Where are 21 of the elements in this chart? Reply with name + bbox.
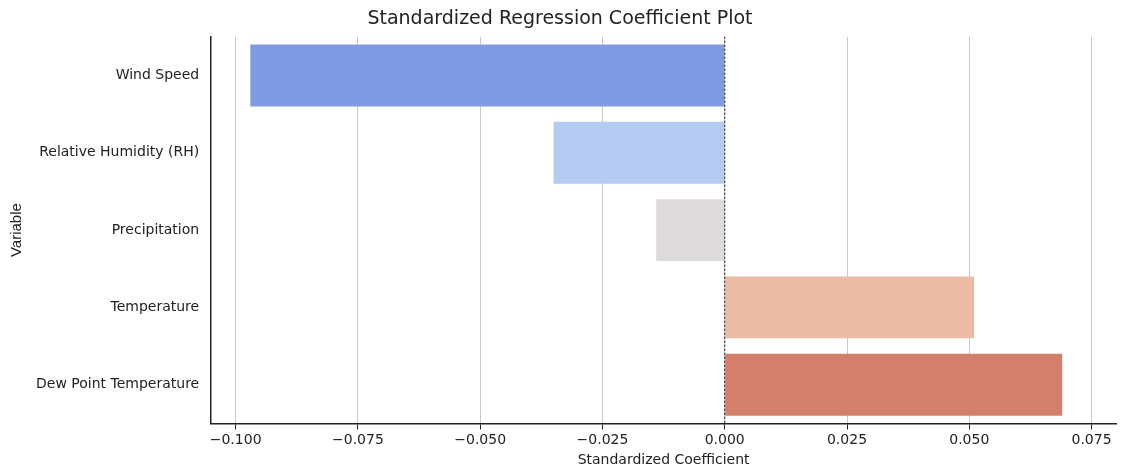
y-tick-label: Wind Speed bbox=[115, 66, 200, 83]
bar bbox=[656, 199, 725, 262]
x-tick-label: 0.000 bbox=[704, 431, 745, 448]
x-tick-label: −0.075 bbox=[332, 431, 384, 448]
y-tick-label: Precipitation bbox=[111, 220, 200, 237]
bar bbox=[553, 121, 725, 184]
chart-title: Standardized Regression Coefficient Plot bbox=[367, 6, 753, 29]
x-tick-label: −0.050 bbox=[454, 431, 507, 448]
y-tick-label: Temperature bbox=[109, 298, 200, 315]
y-tick-label: Relative Humidity (RH) bbox=[39, 143, 200, 160]
bar bbox=[725, 353, 1063, 416]
bar bbox=[250, 44, 725, 107]
x-tick-label: 0.050 bbox=[949, 431, 990, 448]
bar bbox=[725, 276, 975, 339]
y-tick-label: Dew Point Temperature bbox=[36, 375, 200, 392]
x-tick-label: −0.025 bbox=[576, 431, 629, 448]
x-axis-title: Standardized Coefficient bbox=[577, 451, 751, 468]
x-tick-label: −0.100 bbox=[209, 431, 262, 448]
x-tick-label: 0.025 bbox=[826, 431, 868, 448]
x-tick-label: 0.075 bbox=[1071, 431, 1112, 448]
y-axis-title: Variable bbox=[7, 203, 25, 258]
